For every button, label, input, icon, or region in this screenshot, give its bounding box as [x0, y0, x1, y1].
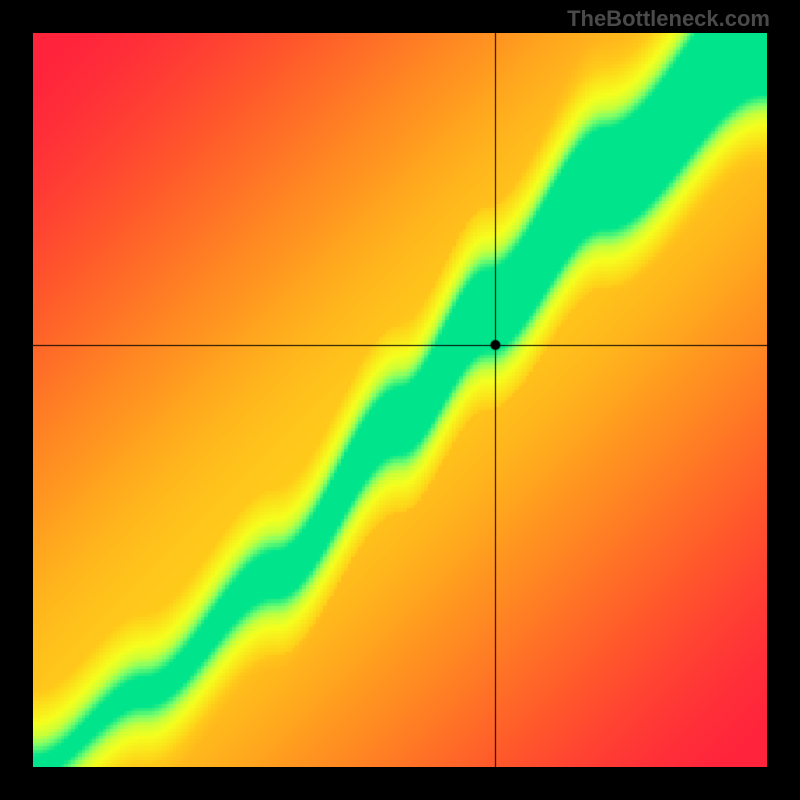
chart-container: TheBottleneck.com — [0, 0, 800, 800]
watermark-text: TheBottleneck.com — [567, 6, 770, 32]
bottleneck-heatmap — [33, 33, 767, 767]
